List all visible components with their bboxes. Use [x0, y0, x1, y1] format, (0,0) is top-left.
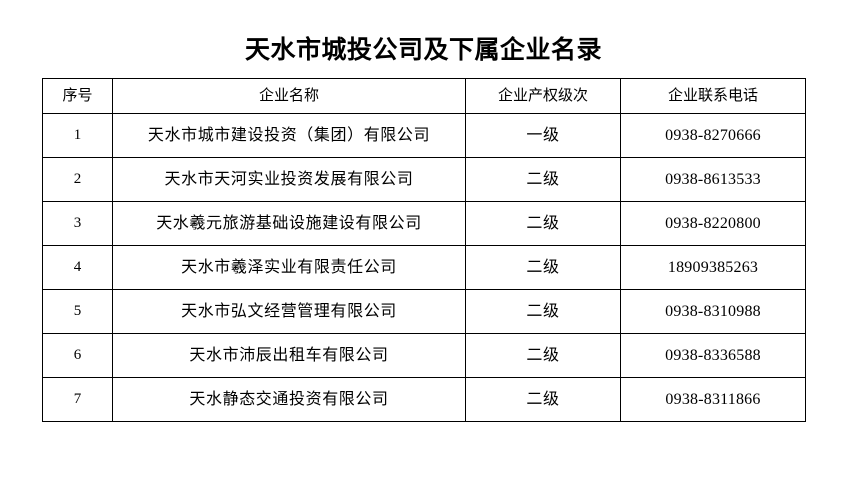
cell-ownership-level: 二级 [465, 201, 621, 246]
table-row: 3 天水羲元旅游基础设施建设有限公司 二级 0938-8220800 [42, 201, 806, 246]
cell-phone: 0938-8220800 [620, 201, 806, 246]
table-row: 6 天水市沛辰出租车有限公司 二级 0938-8336588 [42, 333, 806, 378]
cell-index: 5 [42, 289, 113, 334]
cell-ownership-level: 二级 [465, 377, 621, 422]
cell-company-name: 天水市天河实业投资发展有限公司 [112, 157, 466, 202]
table-header-row: 序号 企业名称 企业产权级次 企业联系电话 [42, 78, 806, 114]
company-directory-table: 序号 企业名称 企业产权级次 企业联系电话 1 天水市城市建设投资（集团）有限公… [42, 78, 806, 422]
cell-company-name: 天水静态交通投资有限公司 [112, 377, 466, 422]
cell-company-name: 天水市沛辰出租车有限公司 [112, 333, 466, 378]
cell-company-name: 天水市城市建设投资（集团）有限公司 [112, 113, 466, 158]
cell-index: 4 [42, 245, 113, 290]
cell-phone: 0938-8310988 [620, 289, 806, 334]
column-header-company-name: 企业名称 [112, 78, 466, 114]
cell-ownership-level: 二级 [465, 157, 621, 202]
cell-index: 1 [42, 113, 113, 158]
column-header-index: 序号 [42, 78, 113, 114]
column-header-ownership-level: 企业产权级次 [465, 78, 621, 114]
table-row: 2 天水市天河实业投资发展有限公司 二级 0938-8613533 [42, 157, 806, 202]
table-row: 4 天水市羲泽实业有限责任公司 二级 18909385263 [42, 245, 806, 290]
column-header-phone: 企业联系电话 [620, 78, 806, 114]
cell-index: 3 [42, 201, 113, 246]
table-row: 7 天水静态交通投资有限公司 二级 0938-8311866 [42, 377, 806, 422]
cell-ownership-level: 二级 [465, 289, 621, 334]
cell-ownership-level: 二级 [465, 333, 621, 378]
table-header: 序号 企业名称 企业产权级次 企业联系电话 [42, 78, 806, 114]
cell-phone: 0938-8336588 [620, 333, 806, 378]
cell-company-name: 天水市弘文经营管理有限公司 [112, 289, 466, 334]
cell-phone: 0938-8270666 [620, 113, 806, 158]
table-row: 1 天水市城市建设投资（集团）有限公司 一级 0938-8270666 [42, 113, 806, 158]
company-directory-table-container: 序号 企业名称 企业产权级次 企业联系电话 1 天水市城市建设投资（集团）有限公… [42, 78, 806, 422]
cell-company-name: 天水羲元旅游基础设施建设有限公司 [112, 201, 466, 246]
cell-index: 2 [42, 157, 113, 202]
cell-phone: 0938-8613533 [620, 157, 806, 202]
cell-index: 6 [42, 333, 113, 378]
cell-company-name: 天水市羲泽实业有限责任公司 [112, 245, 466, 290]
table-row: 5 天水市弘文经营管理有限公司 二级 0938-8310988 [42, 289, 806, 334]
cell-ownership-level: 二级 [465, 245, 621, 290]
cell-index: 7 [42, 377, 113, 422]
cell-phone: 18909385263 [620, 245, 806, 290]
cell-phone: 0938-8311866 [620, 377, 806, 422]
cell-ownership-level: 一级 [465, 113, 621, 158]
table-body: 1 天水市城市建设投资（集团）有限公司 一级 0938-8270666 2 天水… [42, 113, 806, 422]
page-title: 天水市城投公司及下属企业名录 [244, 37, 602, 64]
